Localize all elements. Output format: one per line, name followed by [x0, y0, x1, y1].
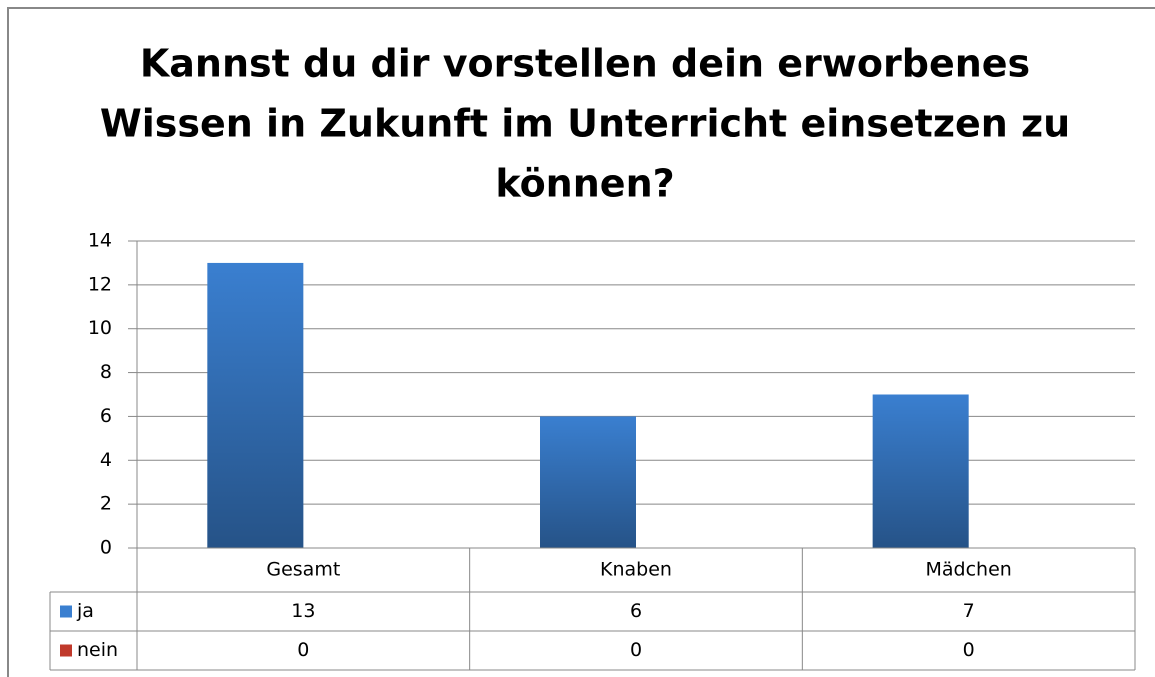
table-value: 0 — [297, 639, 309, 661]
y-tick-label: 8 — [100, 361, 112, 383]
bar-shade — [872, 394, 969, 548]
y-tick-label: 10 — [88, 317, 112, 339]
chart-title: Kannst du dir vorstellen dein erworbenes — [140, 42, 1030, 86]
table-value: 7 — [963, 600, 975, 622]
y-tick-label: 4 — [100, 449, 112, 471]
legend-label: nein — [77, 639, 118, 661]
x-tick-label: Mädchen — [926, 559, 1012, 581]
legend-label: ja — [76, 600, 94, 622]
bar-shade — [540, 416, 636, 548]
legend-key — [60, 605, 72, 618]
y-tick-label: 2 — [100, 493, 112, 515]
y-tick-label: 0 — [100, 537, 112, 559]
table-value: 6 — [630, 600, 642, 622]
table-value: 0 — [630, 639, 642, 661]
y-tick-label: 14 — [88, 230, 112, 252]
table-value: 13 — [291, 600, 315, 622]
chart-border — [7, 7, 1155, 677]
y-tick-label: 12 — [88, 273, 112, 295]
x-tick-label: Gesamt — [266, 559, 340, 581]
bar-shade — [207, 262, 304, 548]
x-tick-label: Knaben — [600, 559, 672, 581]
y-tick-label: 6 — [100, 405, 112, 427]
chart-title: Wissen in Zukunft im Unterricht einsetze… — [100, 102, 1070, 146]
legend-key — [60, 644, 72, 657]
table-value: 0 — [963, 639, 975, 661]
chart-title: können? — [495, 162, 674, 206]
